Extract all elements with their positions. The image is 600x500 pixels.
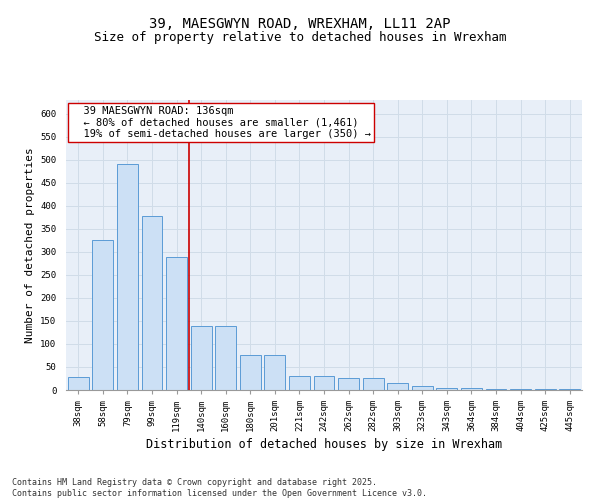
- Bar: [485, 389, 506, 390]
- Bar: [314, 376, 334, 390]
- Bar: [436, 388, 457, 390]
- Bar: [559, 389, 580, 390]
- Bar: [92, 240, 113, 390]
- Bar: [191, 326, 212, 390]
- Bar: [412, 386, 433, 390]
- Y-axis label: Number of detached properties: Number of detached properties: [25, 147, 35, 343]
- Bar: [215, 326, 236, 390]
- Bar: [338, 378, 359, 390]
- Bar: [166, 256, 187, 390]
- Bar: [387, 383, 408, 390]
- Text: 39 MAESGWYN ROAD: 136sqm
  ← 80% of detached houses are smaller (1,461)
  19% of: 39 MAESGWYN ROAD: 136sqm ← 80% of detach…: [71, 106, 371, 139]
- Bar: [461, 388, 482, 390]
- X-axis label: Distribution of detached houses by size in Wrexham: Distribution of detached houses by size …: [146, 438, 502, 451]
- Bar: [362, 378, 383, 390]
- Text: 39, MAESGWYN ROAD, WREXHAM, LL11 2AP: 39, MAESGWYN ROAD, WREXHAM, LL11 2AP: [149, 18, 451, 32]
- Bar: [117, 164, 138, 390]
- Bar: [510, 389, 531, 390]
- Bar: [142, 216, 163, 390]
- Text: Size of property relative to detached houses in Wrexham: Size of property relative to detached ho…: [94, 31, 506, 44]
- Text: Contains HM Land Registry data © Crown copyright and database right 2025.
Contai: Contains HM Land Registry data © Crown c…: [12, 478, 427, 498]
- Bar: [265, 355, 286, 390]
- Bar: [535, 389, 556, 390]
- Bar: [68, 377, 89, 390]
- Bar: [289, 376, 310, 390]
- Bar: [240, 355, 261, 390]
